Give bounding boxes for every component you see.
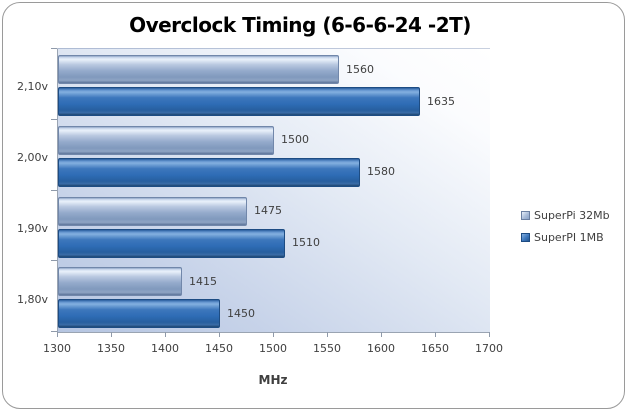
bar-superpi-1mb-2,00v [58, 158, 360, 187]
value-label: 1560 [346, 63, 374, 76]
legend-item-superpi-1mb: SuperPI 1MB [521, 230, 610, 244]
bar-superpi-32mb-1,80v [58, 267, 182, 296]
y-axis-tick [51, 190, 57, 191]
x-axis-tick [165, 332, 166, 337]
y-axis-category-label: 2,10v [16, 80, 48, 93]
x-axis-tick [435, 332, 436, 337]
legend-swatch-superpi-1mb [521, 232, 530, 242]
x-axis-title: MHz [258, 373, 288, 387]
x-axis-tick-label: 1500 [259, 342, 287, 355]
value-label: 1580 [367, 165, 395, 178]
value-label: 1450 [227, 307, 255, 320]
x-axis-tick-label: 1600 [367, 342, 395, 355]
bar-superpi-1mb-2,10v [58, 87, 420, 116]
x-axis-tick-label: 1650 [421, 342, 449, 355]
y-axis-category-label: 2,00v [16, 151, 48, 164]
value-label: 1500 [281, 133, 309, 146]
x-axis-tick [327, 332, 328, 337]
y-axis-tick [51, 331, 57, 332]
x-axis-tick [273, 332, 274, 337]
x-axis-tick-label: 1450 [205, 342, 233, 355]
plot-area: 1560 1635 1500 1580 1475 1510 1415 1450 [57, 48, 490, 333]
x-axis-tick-label: 1400 [151, 342, 179, 355]
x-axis-tick-label: 1350 [97, 342, 125, 355]
y-axis-category-label: 1,80v [16, 293, 48, 306]
bar-superpi-1mb-1,90v [58, 229, 285, 258]
x-axis-tick [57, 332, 58, 337]
x-axis-tick [489, 332, 490, 337]
value-label: 1635 [427, 95, 455, 108]
legend: SuperPi 32Mb SuperPI 1MB [521, 208, 610, 252]
y-axis-tick [51, 48, 57, 49]
y-axis-category-label: 1,90v [16, 222, 48, 235]
bar-superpi-32mb-1,90v [58, 197, 247, 226]
legend-label-superpi-1mb: SuperPI 1MB [534, 230, 604, 244]
bar-superpi-32mb-2,00v [58, 126, 274, 155]
legend-label-superpi-32mb: SuperPi 32Mb [534, 208, 610, 222]
legend-swatch-superpi-32mb [521, 210, 530, 220]
bar-superpi-32mb-2,10v [58, 55, 339, 84]
x-axis-tick-label: 1550 [313, 342, 341, 355]
chart-title: Overclock Timing (6-6-6-24 -2T) [129, 13, 471, 37]
legend-item-superpi-32mb: SuperPi 32Mb [521, 208, 610, 222]
y-axis-tick [51, 119, 57, 120]
x-axis-tick [111, 332, 112, 337]
x-axis-tick [381, 332, 382, 337]
value-label: 1415 [189, 275, 217, 288]
x-axis-tick-label: 1700 [475, 342, 503, 355]
bar-superpi-1mb-1,80v [58, 299, 220, 328]
value-label: 1475 [254, 204, 282, 217]
value-label: 1510 [292, 236, 320, 249]
x-axis-tick-label: 1300 [43, 342, 71, 355]
y-axis-tick [51, 260, 57, 261]
x-axis-tick [219, 332, 220, 337]
